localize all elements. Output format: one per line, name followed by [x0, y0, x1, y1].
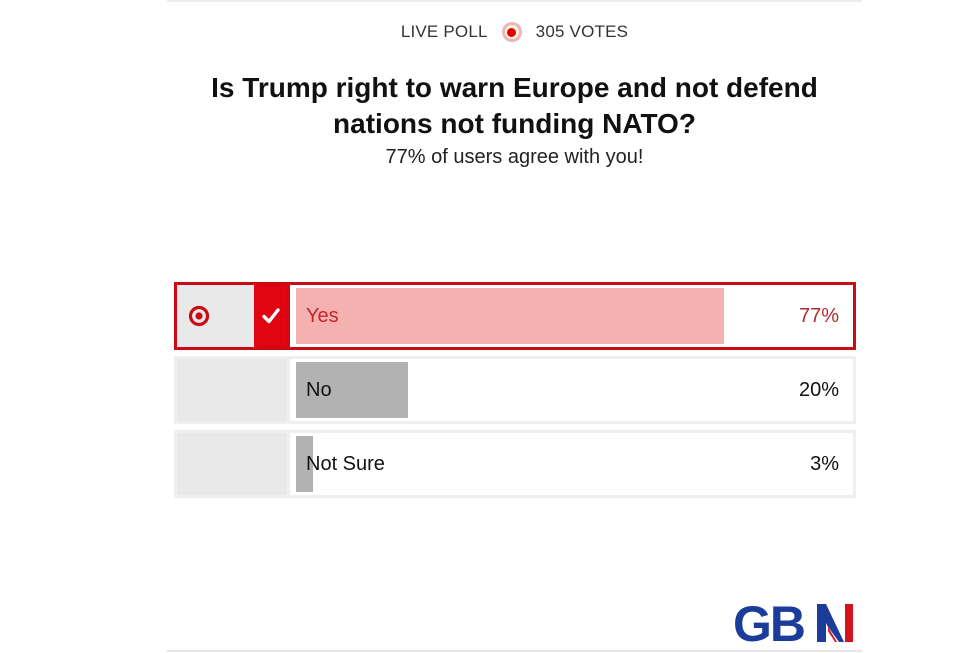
option-label: No — [306, 378, 332, 401]
option-percent: 3% — [810, 452, 839, 475]
result-message: 77% of users agree with you! — [385, 146, 644, 168]
option-label: Yes — [306, 304, 339, 327]
bottom-divider — [167, 650, 862, 652]
poll-header: LIVE POLL 305 VOTES — [167, 20, 862, 44]
poll-option-not-sure[interactable]: Not Sure 3% — [174, 430, 856, 498]
option-select-area[interactable] — [177, 433, 290, 495]
option-select-area[interactable] — [177, 285, 290, 347]
live-record-dot-icon — [501, 22, 522, 42]
poll-question: Is Trump right to warn Europe and not de… — [211, 72, 818, 139]
option-result: No 20% — [293, 359, 853, 421]
target-radio-icon — [188, 305, 210, 327]
gbnews-logo: GB — [733, 600, 853, 646]
option-result: Not Sure 3% — [293, 433, 853, 495]
checkmark-icon — [254, 285, 287, 347]
result-bar — [296, 362, 408, 418]
poll-options: Yes 77% No 20% Not Sure 3% — [174, 282, 856, 504]
poll-option-yes[interactable]: Yes 77% — [174, 282, 856, 350]
top-divider — [167, 0, 862, 2]
result-bar — [296, 436, 313, 492]
poll-option-no[interactable]: No 20% — [174, 356, 856, 424]
live-poll-label: LIVE POLL — [400, 22, 488, 41]
svg-text:GB: GB — [733, 600, 804, 646]
poll-card: LIVE POLL 305 VOTES Is Trump right to wa… — [167, 0, 862, 653]
option-percent: 77% — [798, 304, 839, 327]
option-label: Not Sure — [306, 452, 385, 475]
option-percent: 20% — [798, 378, 839, 401]
option-result: Yes 77% — [293, 285, 853, 347]
option-select-area[interactable] — [177, 359, 290, 421]
result-bar — [296, 288, 725, 344]
vote-count: 305 VOTES — [535, 22, 629, 41]
